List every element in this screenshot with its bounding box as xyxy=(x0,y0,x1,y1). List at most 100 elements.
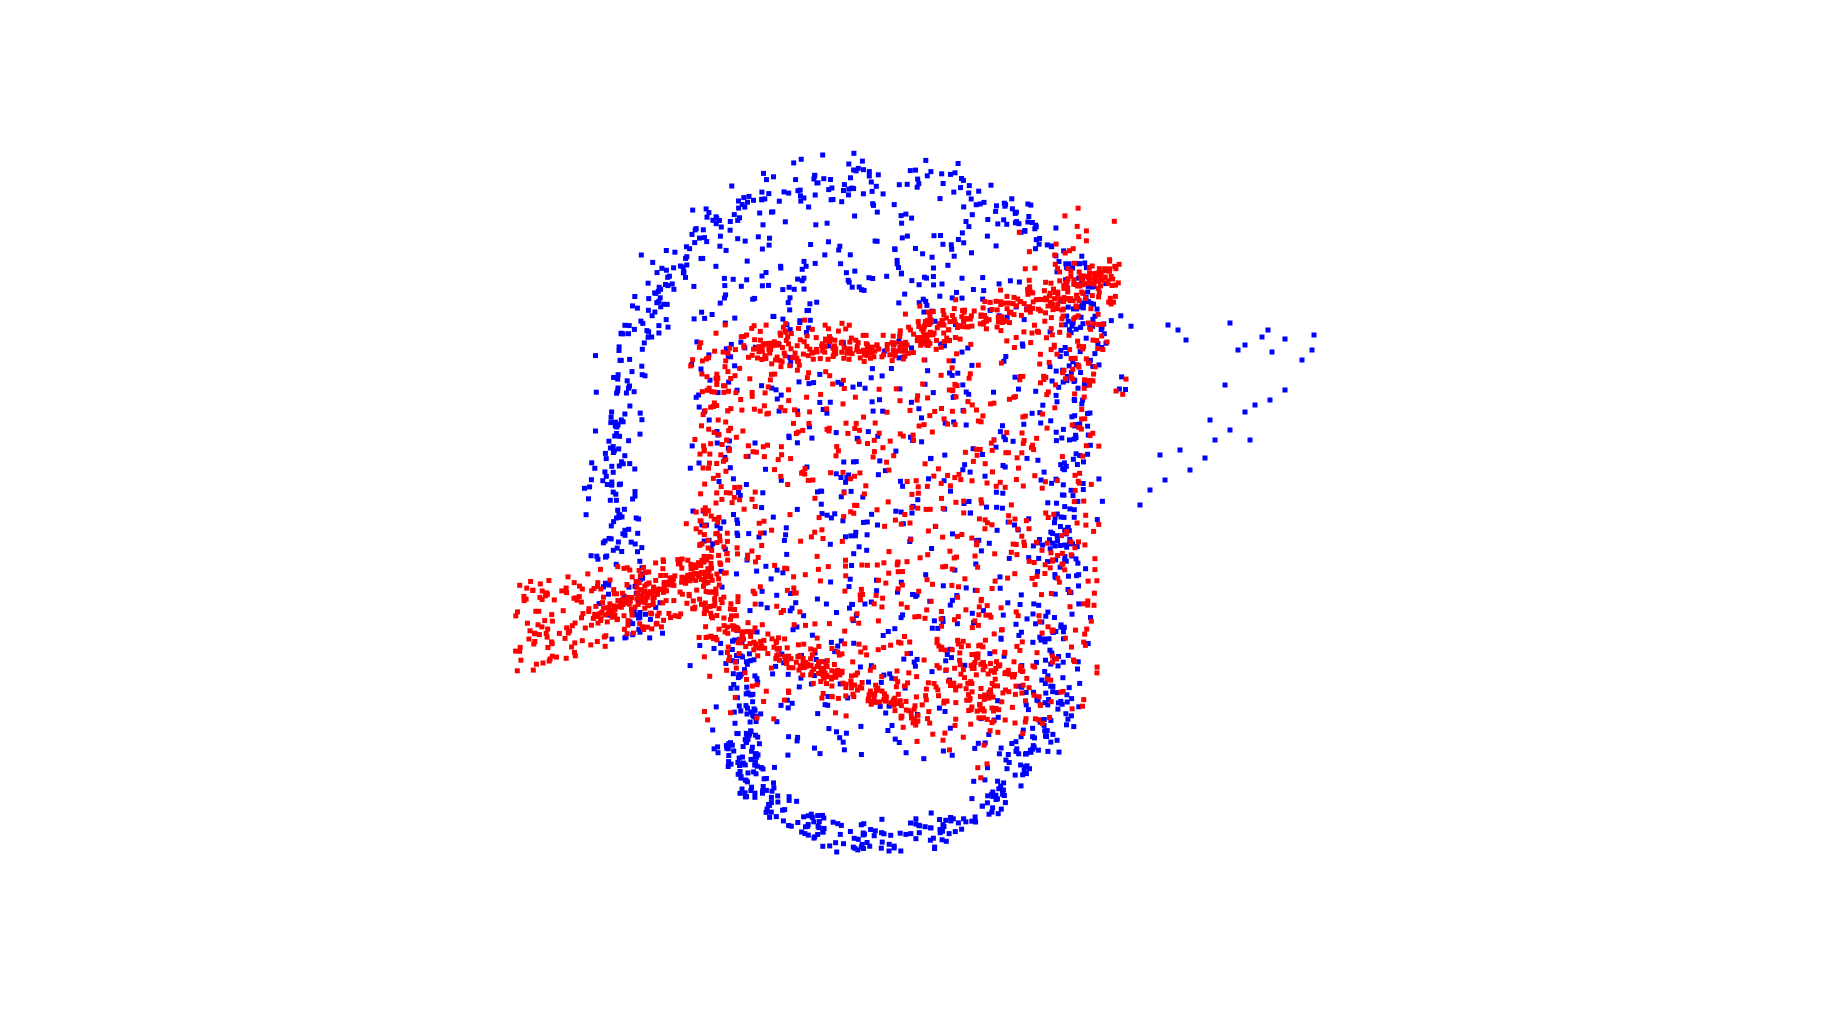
blue-point xyxy=(1050,540,1056,546)
red-point xyxy=(850,659,856,665)
blue-point xyxy=(1282,336,1288,342)
blue-point xyxy=(1080,397,1086,403)
red-point xyxy=(820,667,826,673)
red-point xyxy=(1010,301,1016,307)
blue-point xyxy=(1077,349,1083,355)
red-point xyxy=(950,388,956,394)
blue-point xyxy=(788,591,793,596)
blue-point xyxy=(1064,692,1070,698)
blue-point xyxy=(1045,559,1050,565)
red-point xyxy=(975,651,981,657)
red-point xyxy=(718,452,724,458)
blue-point xyxy=(1072,422,1078,428)
red-point xyxy=(982,526,988,532)
blue-point xyxy=(752,707,758,713)
red-point xyxy=(925,716,930,722)
blue-point xyxy=(754,676,760,682)
blue-point xyxy=(616,446,622,452)
red-point xyxy=(1044,335,1049,341)
blue-point xyxy=(1080,481,1086,486)
red-point xyxy=(873,682,879,688)
blue-point xyxy=(1247,437,1253,443)
red-point xyxy=(604,619,610,625)
red-point xyxy=(801,339,807,345)
red-point xyxy=(995,314,1001,320)
red-point xyxy=(697,596,703,602)
red-point xyxy=(852,394,858,400)
red-point xyxy=(884,409,890,415)
red-point xyxy=(795,412,801,417)
red-point xyxy=(1062,635,1068,641)
red-point xyxy=(829,646,835,651)
blue-point xyxy=(1085,411,1091,416)
red-point xyxy=(741,636,746,642)
red-point xyxy=(1012,516,1018,522)
blue-point xyxy=(764,177,769,183)
red-point xyxy=(1008,502,1014,508)
red-point xyxy=(927,320,933,326)
red-point xyxy=(751,406,757,412)
red-point xyxy=(723,358,729,364)
blue-point xyxy=(611,519,617,525)
red-point xyxy=(768,371,774,377)
red-point xyxy=(1016,465,1021,471)
blue-point xyxy=(1025,219,1031,225)
red-point xyxy=(777,330,783,336)
red-point xyxy=(755,653,761,659)
blue-point xyxy=(626,323,632,329)
blue-point xyxy=(969,610,975,616)
blue-point xyxy=(794,440,800,446)
blue-point xyxy=(798,675,804,681)
blue-point xyxy=(759,383,765,389)
red-point xyxy=(723,419,729,425)
red-point xyxy=(968,721,974,727)
red-point xyxy=(984,716,990,722)
blue-point xyxy=(1000,490,1006,496)
red-point xyxy=(1048,550,1054,556)
red-point xyxy=(1044,425,1050,431)
blue-point xyxy=(1063,261,1069,267)
red-point xyxy=(1108,301,1114,307)
red-point xyxy=(1017,377,1023,383)
red-point xyxy=(809,669,815,675)
red-point xyxy=(600,600,606,606)
blue-point xyxy=(1028,202,1034,208)
red-point xyxy=(765,631,771,637)
red-point xyxy=(1090,337,1096,343)
blue-point xyxy=(1000,612,1006,618)
red-point xyxy=(898,340,904,346)
red-point xyxy=(835,695,841,701)
blue-point xyxy=(774,592,780,598)
blue-point xyxy=(938,341,944,347)
red-point xyxy=(716,606,722,612)
red-point xyxy=(1105,280,1111,286)
blue-point xyxy=(1050,531,1056,536)
red-point xyxy=(982,313,987,318)
blue-point xyxy=(852,533,858,539)
red-point xyxy=(956,584,961,590)
red-point xyxy=(923,506,929,512)
blue-point xyxy=(1070,359,1076,365)
blue-point xyxy=(994,504,1000,510)
red-point xyxy=(644,592,650,598)
red-point xyxy=(659,586,665,592)
red-point xyxy=(1076,424,1082,430)
red-point xyxy=(925,680,931,686)
red-point xyxy=(710,589,716,595)
blue-point xyxy=(632,466,638,472)
blue-point xyxy=(853,168,859,174)
blue-point xyxy=(1053,429,1059,435)
red-point xyxy=(735,626,741,632)
blue-point xyxy=(980,275,986,281)
red-point xyxy=(713,591,719,597)
blue-point xyxy=(737,769,743,774)
red-point xyxy=(1013,609,1019,615)
blue-point xyxy=(847,605,852,611)
red-point xyxy=(733,659,739,665)
red-point xyxy=(993,666,999,671)
blue-point xyxy=(690,508,696,514)
blue-point xyxy=(718,640,724,646)
blue-point xyxy=(613,497,619,503)
red-point xyxy=(1042,479,1048,485)
